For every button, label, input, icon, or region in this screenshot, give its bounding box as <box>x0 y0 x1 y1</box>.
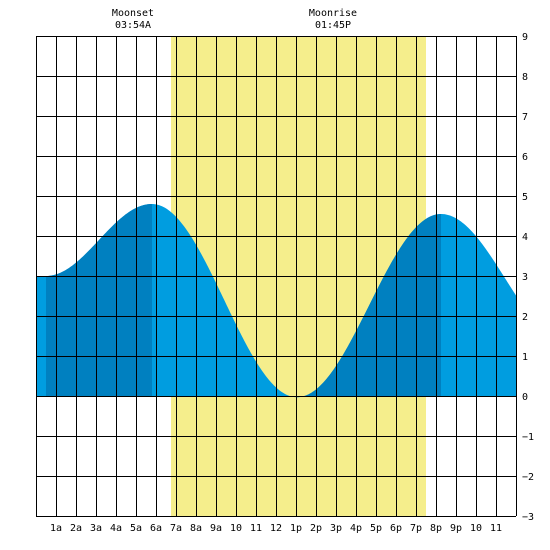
y-tick-label: 3 <box>522 272 528 283</box>
moonrise-label: Moonrise <box>309 8 357 19</box>
x-tick-label: 8a <box>190 523 202 534</box>
x-tick-label: 9a <box>210 523 222 534</box>
x-tick-label: 1p <box>290 523 302 534</box>
x-tick-label: 7p <box>410 523 422 534</box>
y-tick-label: 2 <box>522 312 528 323</box>
x-tick-label: 6p <box>390 523 402 534</box>
x-tick-label: 3a <box>90 523 102 534</box>
x-tick-label: 4p <box>350 523 362 534</box>
y-tick-label: 4 <box>522 232 528 243</box>
x-tick-label: 7a <box>170 523 182 534</box>
x-tick-label: 11 <box>250 523 262 534</box>
x-tick-label: 1a <box>50 523 62 534</box>
x-tick-label: 5p <box>370 523 382 534</box>
y-tick-label: 0 <box>522 392 528 403</box>
y-tick-label: −1 <box>522 432 534 443</box>
x-tick-label: 2p <box>310 523 322 534</box>
x-tick-label: 4a <box>110 523 122 534</box>
x-tick-label: 10 <box>230 523 242 534</box>
y-tick-label: 1 <box>522 352 528 363</box>
y-tick-label: 5 <box>522 192 528 203</box>
x-tick-label: 9p <box>450 523 462 534</box>
x-tick-label: 11 <box>490 523 502 534</box>
y-tick-label: 6 <box>522 152 528 163</box>
tide-area-emphasis-2 <box>297 214 441 398</box>
x-tick-label: 6a <box>150 523 162 534</box>
moonrise-time: 01:45P <box>315 20 351 31</box>
x-tick-label: 10 <box>470 523 482 534</box>
x-tick-label: 3p <box>330 523 342 534</box>
y-tick-label: −2 <box>522 472 534 483</box>
x-tick-label: 5a <box>130 523 142 534</box>
y-tick-label: 8 <box>522 72 528 83</box>
y-tick-label: −3 <box>522 512 534 523</box>
y-tick-label: 7 <box>522 112 528 123</box>
moonset-label: Moonset <box>112 8 154 19</box>
tide-area-emphasis-1 <box>46 204 152 396</box>
moonset-time: 03:54A <box>115 20 151 31</box>
x-tick-label: 12 <box>270 523 282 534</box>
x-tick-label: 8p <box>430 523 442 534</box>
y-tick-label: 9 <box>522 32 528 43</box>
x-tick-label: 2a <box>70 523 82 534</box>
